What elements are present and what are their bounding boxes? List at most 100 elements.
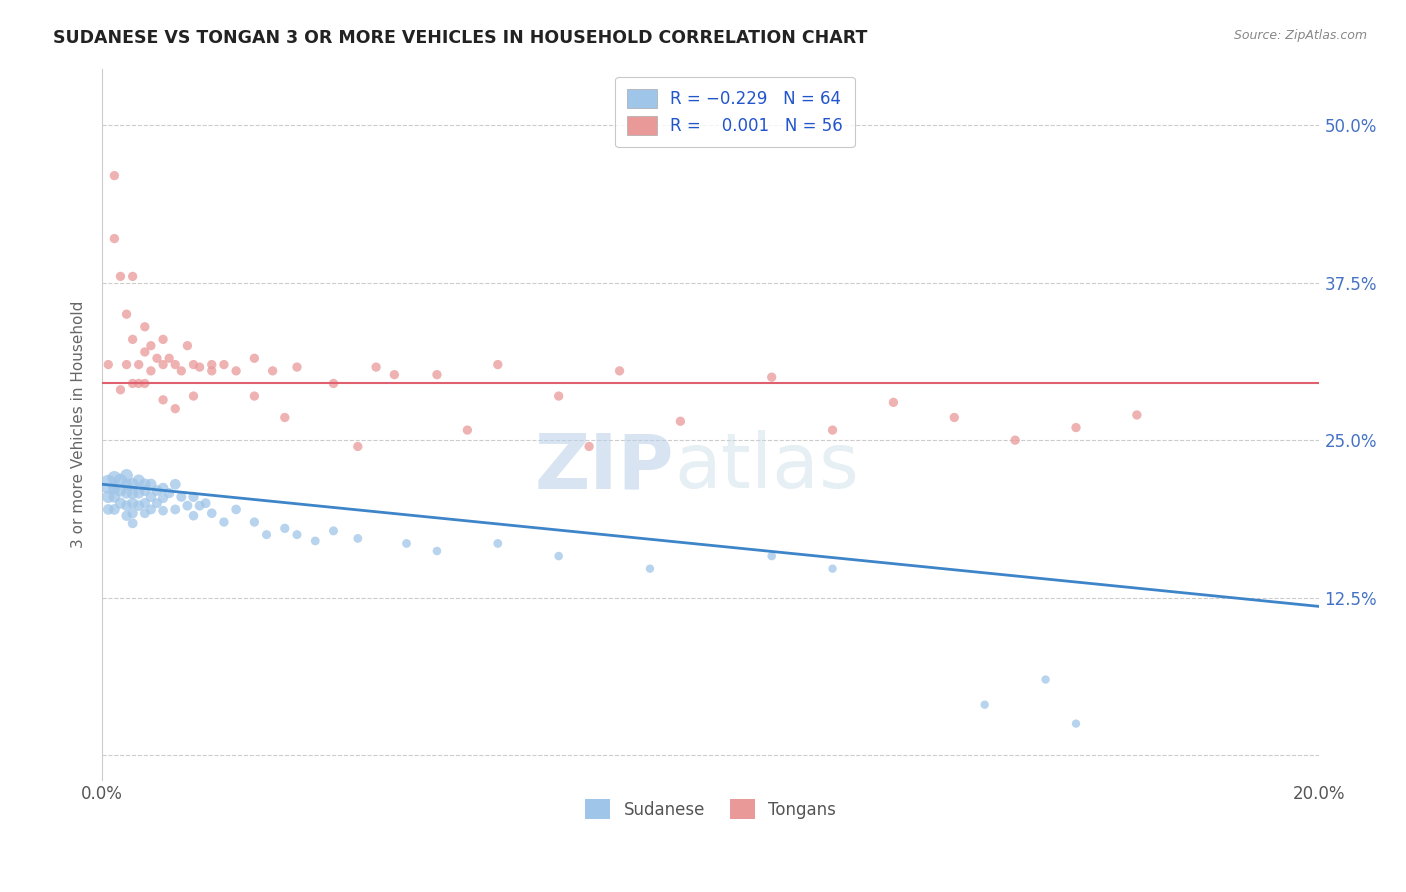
Point	[225, 364, 247, 378]
Point	[115, 477, 138, 491]
Point	[201, 506, 224, 520]
Point	[761, 370, 783, 384]
Point	[165, 401, 187, 416]
Point	[669, 414, 692, 428]
Point	[165, 502, 187, 516]
Point	[139, 490, 162, 504]
Point	[176, 499, 198, 513]
Point	[146, 483, 169, 498]
Point	[134, 345, 156, 359]
Point	[128, 358, 150, 372]
Point	[188, 360, 211, 375]
Point	[347, 532, 370, 546]
Point	[322, 376, 344, 391]
Point	[638, 562, 661, 576]
Point	[110, 383, 132, 397]
Point	[225, 502, 247, 516]
Point	[183, 389, 205, 403]
Point	[103, 471, 125, 485]
Point	[821, 423, 844, 437]
Point	[201, 364, 224, 378]
Point	[152, 504, 174, 518]
Legend: Sudanese, Tongans: Sudanese, Tongans	[579, 793, 844, 825]
Point	[128, 376, 150, 391]
Point	[121, 506, 143, 520]
Point	[170, 490, 193, 504]
Point	[201, 358, 224, 372]
Point	[110, 474, 132, 488]
Point	[115, 486, 138, 500]
Point	[115, 508, 138, 523]
Point	[188, 499, 211, 513]
Point	[139, 339, 162, 353]
Point	[103, 481, 125, 495]
Point	[322, 524, 344, 538]
Point	[486, 358, 509, 372]
Point	[139, 477, 162, 491]
Point	[121, 516, 143, 531]
Point	[1126, 408, 1149, 422]
Point	[256, 527, 278, 541]
Point	[152, 491, 174, 505]
Point	[128, 486, 150, 500]
Point	[426, 544, 449, 558]
Point	[139, 502, 162, 516]
Text: Source: ZipAtlas.com: Source: ZipAtlas.com	[1233, 29, 1367, 42]
Point	[285, 360, 308, 375]
Point	[364, 360, 387, 375]
Point	[146, 351, 169, 366]
Text: atlas: atlas	[675, 430, 859, 504]
Point	[274, 410, 297, 425]
Point	[115, 468, 138, 483]
Point	[157, 351, 180, 366]
Point	[262, 364, 284, 378]
Point	[121, 477, 143, 491]
Point	[761, 549, 783, 563]
Y-axis label: 3 or more Vehicles in Household: 3 or more Vehicles in Household	[72, 301, 86, 548]
Point	[547, 549, 569, 563]
Point	[1064, 420, 1087, 434]
Point	[103, 231, 125, 245]
Point	[183, 508, 205, 523]
Point	[973, 698, 995, 712]
Point	[139, 364, 162, 378]
Point	[170, 364, 193, 378]
Point	[128, 474, 150, 488]
Point	[103, 169, 125, 183]
Point	[152, 481, 174, 495]
Point	[157, 486, 180, 500]
Point	[121, 269, 143, 284]
Point	[304, 533, 326, 548]
Point	[183, 490, 205, 504]
Point	[110, 269, 132, 284]
Point	[1064, 716, 1087, 731]
Point	[121, 332, 143, 346]
Point	[146, 496, 169, 510]
Point	[121, 496, 143, 510]
Point	[1035, 673, 1057, 687]
Point	[274, 521, 297, 535]
Point	[134, 506, 156, 520]
Point	[97, 490, 120, 504]
Point	[115, 358, 138, 372]
Text: ZIP: ZIP	[534, 430, 675, 504]
Point	[243, 515, 266, 529]
Point	[110, 496, 132, 510]
Point	[426, 368, 449, 382]
Point	[97, 502, 120, 516]
Point	[110, 483, 132, 498]
Point	[1004, 433, 1026, 447]
Point	[183, 358, 205, 372]
Point	[134, 496, 156, 510]
Point	[165, 358, 187, 372]
Point	[194, 496, 217, 510]
Point	[395, 536, 418, 550]
Point	[578, 440, 600, 454]
Point	[212, 515, 235, 529]
Point	[943, 410, 966, 425]
Point	[121, 486, 143, 500]
Point	[212, 358, 235, 372]
Point	[121, 376, 143, 391]
Point	[609, 364, 631, 378]
Point	[152, 358, 174, 372]
